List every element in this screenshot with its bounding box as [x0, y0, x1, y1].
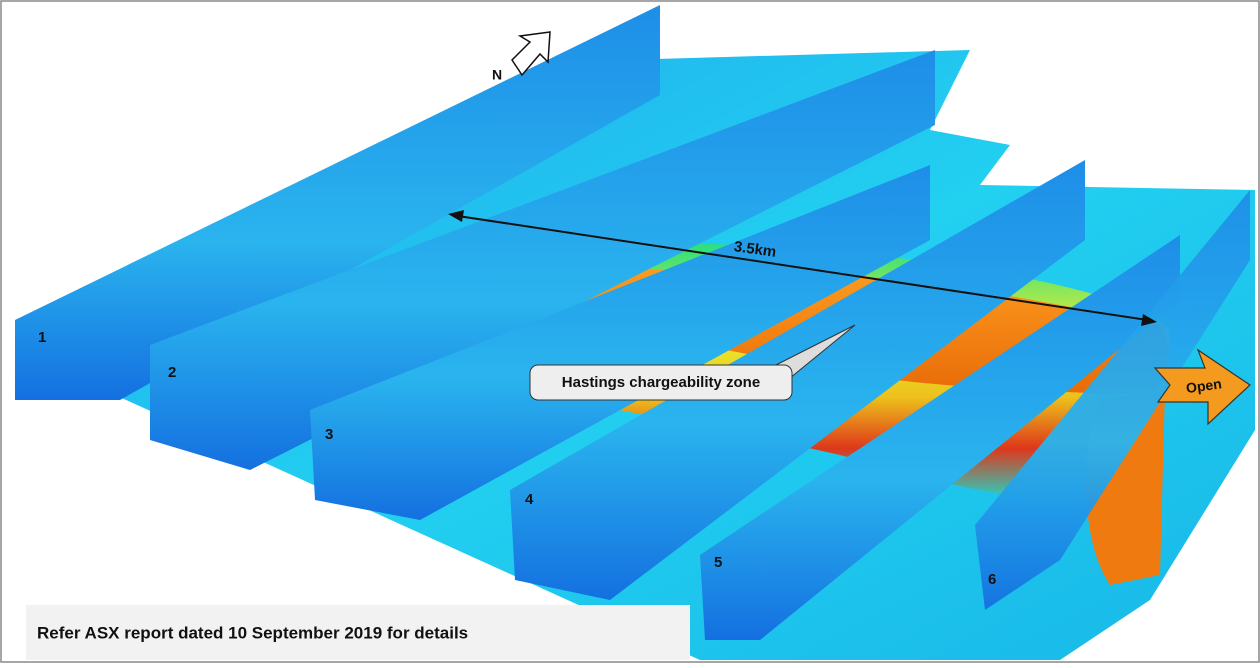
north-label: N	[492, 67, 502, 83]
section-3	[310, 165, 930, 520]
north-arrow	[511, 31, 551, 77]
section-1	[15, 5, 660, 400]
section-label: 4	[525, 491, 534, 508]
open-arrow	[1153, 348, 1251, 426]
footer-box	[26, 605, 690, 660]
callout-text: Hastings chargeability zone	[562, 374, 760, 391]
section-label: 1	[38, 329, 46, 346]
section-6	[975, 190, 1250, 610]
section-4	[510, 160, 1085, 600]
section-label: 2	[168, 364, 176, 381]
distance-label: 3.5km	[733, 238, 777, 261]
footer-note: Refer ASX report dated 10 September 2019…	[37, 623, 468, 642]
open-label: Open	[1185, 375, 1223, 396]
section-5	[700, 235, 1180, 640]
section-label: 5	[714, 554, 722, 571]
section-label: 6	[988, 571, 996, 588]
distance-arrow	[448, 210, 1157, 326]
section-2	[150, 50, 935, 470]
section-label: 3	[325, 426, 333, 443]
callout-box	[529, 364, 793, 401]
